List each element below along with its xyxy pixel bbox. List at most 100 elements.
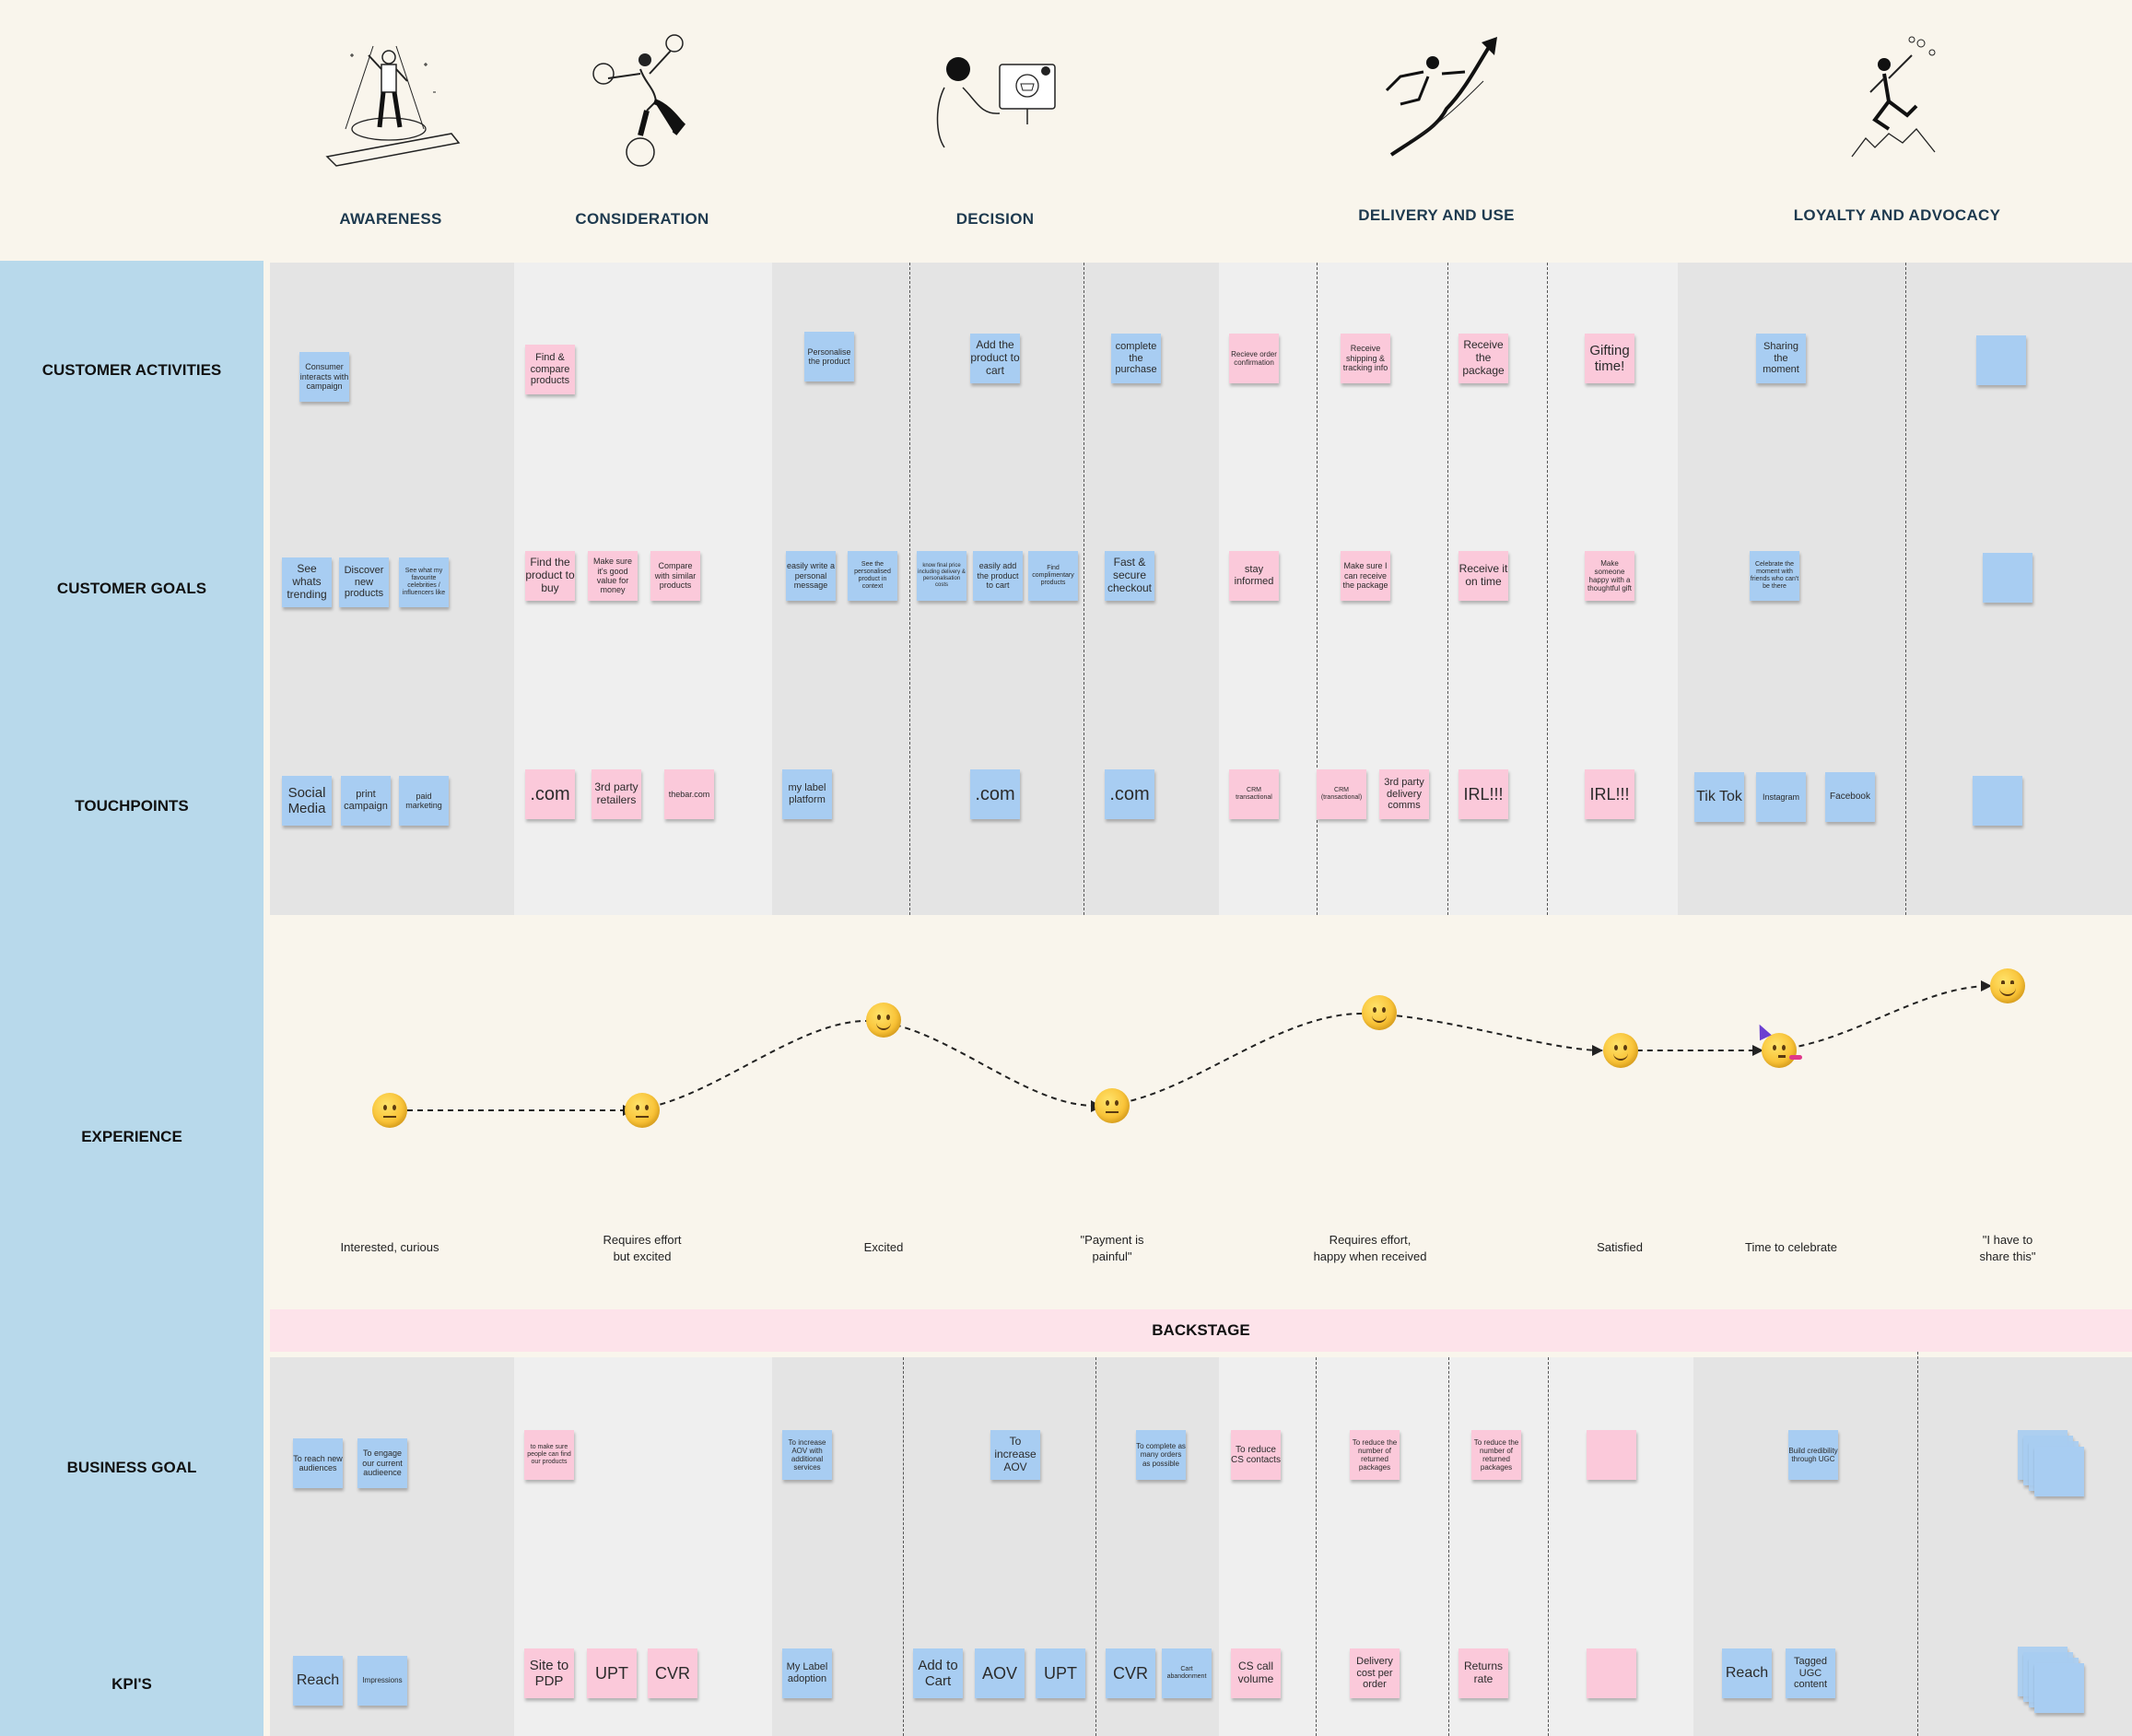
touchpoint-note[interactable]: Social Media — [282, 776, 332, 826]
kpi-note[interactable]: My Label adoption — [782, 1648, 832, 1698]
touchpoint-note[interactable]: paid marketing — [399, 776, 449, 826]
activity-note[interactable]: Find & compare products — [525, 345, 575, 394]
kpi-note[interactable]: CVR — [1106, 1648, 1155, 1698]
goal-note[interactable]: Find the product to buy — [525, 551, 575, 601]
kpi-note[interactable]: Tagged UGC content — [1786, 1648, 1835, 1698]
goal-note[interactable] — [1983, 553, 2032, 603]
experience-label: Requires effort but excited — [603, 1233, 682, 1263]
kpi-note[interactable]: Impressions — [357, 1656, 407, 1706]
touchpoint-note[interactable]: IRL!!! — [1458, 769, 1508, 819]
goal-note[interactable]: See the personalised product in context — [848, 551, 897, 601]
goal-note[interactable]: Make someone happy with a thoughtful gif… — [1585, 551, 1634, 601]
kpi-note[interactable]: Returns rate — [1458, 1648, 1508, 1698]
business-goal-note[interactable] — [2034, 1447, 2084, 1496]
activity-note[interactable]: Recieve order confirmation — [1229, 334, 1279, 383]
row-label-experience: EXPERIENCE — [81, 1128, 182, 1145]
goal-note[interactable]: easily write a personal message — [786, 551, 836, 601]
activity-note[interactable]: Receive shipping & tracking info — [1341, 334, 1390, 383]
goal-note[interactable]: Compare with similar products — [650, 551, 700, 601]
touchpoint-note[interactable]: 3rd party retailers — [592, 769, 641, 819]
kpi-note[interactable]: Reach — [1722, 1648, 1772, 1698]
divider — [909, 263, 910, 915]
business-goal-note[interactable] — [1587, 1430, 1636, 1480]
activity-note[interactable]: complete the purchase — [1111, 334, 1161, 383]
activity-note[interactable]: Sharing the moment — [1756, 334, 1806, 383]
touchpoint-note[interactable]: Tik Tok — [1694, 772, 1744, 822]
touchpoint-note[interactable]: Instagram — [1756, 772, 1806, 822]
goal-note[interactable]: Celebrate the moment with friends who ca… — [1750, 551, 1799, 601]
kpi-note[interactable]: UPT — [587, 1648, 637, 1698]
goal-note[interactable]: Make sure I can receive the package — [1341, 551, 1390, 601]
activity-note[interactable]: Gifting time! — [1585, 334, 1634, 383]
kpi-note[interactable] — [1587, 1648, 1636, 1698]
touchpoint-note[interactable]: .com — [970, 769, 1020, 819]
activity-note[interactable]: Add the product to cart — [970, 334, 1020, 383]
goal-note[interactable]: Receive it on time — [1458, 551, 1508, 601]
goal-note[interactable]: See what my favourite celebrities / infl… — [399, 557, 449, 607]
divider — [903, 1357, 904, 1736]
business-goal-note[interactable]: To increase AOV with additional services — [782, 1430, 832, 1480]
goal-note[interactable]: Discover new products — [339, 557, 389, 607]
touchpoint-note[interactable]: .com — [1105, 769, 1154, 819]
experience-label: Interested, curious — [340, 1240, 439, 1254]
business-goal-note[interactable]: To reduce CS contacts — [1231, 1430, 1281, 1480]
business-goal-note[interactable]: To reduce the number of returned package… — [1471, 1430, 1521, 1480]
touchpoint-note[interactable]: my label platform — [782, 769, 832, 819]
goal-note[interactable]: See whats trending — [282, 557, 332, 607]
goal-note[interactable]: Fast & secure checkout — [1105, 551, 1154, 601]
touchpoint-note[interactable]: 3rd party delivery comms — [1379, 769, 1429, 819]
business-goal-note[interactable]: To increase AOV — [990, 1430, 1040, 1480]
activity-note[interactable]: Consumer interacts with campaign — [299, 352, 349, 402]
backstage-title: BACKSTAGE — [1152, 1321, 1250, 1339]
goal-note[interactable]: know final price including delivery & pe… — [917, 551, 966, 601]
juggling-figure-icon — [592, 34, 686, 167]
kpi-note[interactable]: UPT — [1036, 1648, 1085, 1698]
shopping-screen-figure-icon — [936, 57, 1056, 148]
row-label-business-goal: BUSINESS GOAL — [66, 1459, 197, 1476]
kpi-note[interactable]: Reach — [293, 1656, 343, 1706]
kpi-note[interactable]: Delivery cost per order — [1350, 1648, 1400, 1698]
activity-note[interactable] — [1976, 335, 2026, 385]
business-goal-note[interactable]: to make sure people can find our product… — [524, 1430, 574, 1480]
row-label-sidebar — [0, 261, 264, 1736]
activity-note[interactable]: Personalise the product — [804, 332, 854, 381]
touchpoint-note[interactable]: print campaign — [341, 776, 391, 826]
partying-face-icon — [1753, 1021, 1802, 1068]
spotlight-figure-icon — [325, 45, 461, 167]
divider — [1547, 263, 1548, 915]
divider — [1917, 1352, 1918, 1736]
touchpoint-note[interactable]: CRM transactional — [1229, 769, 1279, 819]
business-goal-note[interactable]: Build credibility through UGC — [1788, 1430, 1838, 1480]
goal-note[interactable]: stay informed — [1229, 551, 1279, 601]
business-goal-note[interactable]: To engage our current audieence — [357, 1438, 407, 1488]
experience-label: Requires effort, happy when received — [1313, 1233, 1427, 1263]
goal-note[interactable]: Find complimentary products — [1028, 551, 1078, 601]
touchpoint-note[interactable]: .com — [525, 769, 575, 819]
kpi-note[interactable]: Site to PDP — [524, 1648, 574, 1698]
slightly-smiling-face-icon — [1603, 1033, 1638, 1068]
kpi-note[interactable]: Add to Cart — [913, 1648, 963, 1698]
touchpoint-note[interactable]: CRM (transactional) — [1317, 769, 1366, 819]
kpi-note[interactable]: CVR — [648, 1648, 697, 1698]
business-goal-note[interactable]: To reach new audiences — [293, 1438, 343, 1488]
kpi-note[interactable]: CS call volume — [1231, 1648, 1281, 1698]
experience-band — [270, 920, 2132, 1307]
phase-consideration: CONSIDERATION — [575, 210, 709, 228]
goal-note[interactable]: easily add the product to cart — [973, 551, 1023, 601]
touchpoint-note[interactable]: IRL!!! — [1585, 769, 1634, 819]
row-label-customer-goals: CUSTOMER GOALS — [56, 580, 207, 597]
kpi-note[interactable] — [2034, 1663, 2084, 1713]
kpi-note[interactable]: Cart abandonment — [1162, 1648, 1212, 1698]
phase-header: AWARENESS CONSIDERATION DECISION DELIVER… — [0, 0, 2132, 261]
business-goal-note[interactable]: To complete as many orders as possible — [1136, 1430, 1186, 1480]
activity-note[interactable]: Receive the package — [1458, 334, 1508, 383]
touchpoint-note[interactable]: thebar.com — [664, 769, 714, 819]
business-goal-note[interactable]: To reduce the number of returned package… — [1350, 1430, 1400, 1480]
goal-note[interactable]: Make sure it's good value for money — [588, 551, 638, 601]
divider — [1095, 1357, 1096, 1736]
kpi-note[interactable]: AOV — [975, 1648, 1025, 1698]
touchpoint-note[interactable] — [1973, 776, 2022, 826]
row-label-kpis: KPI'S — [111, 1675, 152, 1693]
divider — [1905, 263, 1906, 915]
touchpoint-note[interactable]: Facebook — [1825, 772, 1875, 822]
